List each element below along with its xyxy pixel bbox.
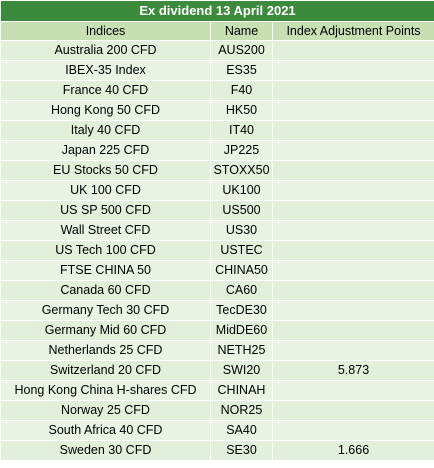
cell-points: 1.666: [272, 440, 434, 461]
cell-name: STOXX50: [210, 160, 273, 181]
column-header-indices: Indices: [0, 21, 211, 41]
cell-points: [272, 40, 434, 61]
table-row: South Africa 40 CFD SA40: [0, 420, 434, 441]
cell-index: Italy 40 CFD: [0, 120, 211, 141]
cell-index: Hong Kong China H-shares CFD: [0, 380, 211, 401]
cell-points: [272, 80, 434, 101]
cell-index: France 40 CFD: [0, 80, 211, 101]
table-row: Germany Mid 60 CFD MidDE60: [0, 320, 434, 341]
cell-name: NOR25: [210, 400, 273, 421]
cell-index: US Tech 100 CFD: [0, 240, 211, 261]
cell-name: NETH25: [210, 340, 273, 361]
table-row: Australia 200 CFD AUS200: [0, 40, 434, 61]
cell-points: [272, 280, 434, 301]
table-body: Australia 200 CFD AUS200 IBEX-35 Index ES35…: [0, 40, 434, 461]
cell-index: FTSE CHINA 50: [0, 260, 211, 281]
cell-points: [272, 60, 434, 81]
cell-name: HK50: [210, 100, 273, 121]
cell-index: IBEX-35 Index: [0, 60, 211, 81]
cell-name: MidDE60: [210, 320, 273, 341]
table-row: France 40 CFD F40: [0, 80, 434, 101]
cell-points: 5.873: [272, 360, 434, 381]
cell-name: CHINAH: [210, 380, 273, 401]
table-row: Switzerland 20 CFD SWI20 5.873: [0, 360, 434, 381]
table-row: Wall Street CFD US30: [0, 220, 434, 241]
cell-index: Netherlands 25 CFD: [0, 340, 211, 361]
cell-index: Wall Street CFD: [0, 220, 211, 241]
cell-name: JP225: [210, 140, 273, 161]
cell-index: South Africa 40 CFD: [0, 420, 211, 441]
table-row: Germany Tech 30 CFD TecDE30: [0, 300, 434, 321]
table-row: Hong Kong 50 CFD HK50: [0, 100, 434, 121]
cell-index: US SP 500 CFD: [0, 200, 211, 221]
cell-index: Norway 25 CFD: [0, 400, 211, 421]
table-row: Norway 25 CFD NOR25: [0, 400, 434, 421]
table-row: US SP 500 CFD US500: [0, 200, 434, 221]
cell-name: SWI20: [210, 360, 273, 381]
cell-index: Australia 200 CFD: [0, 40, 211, 61]
cell-name: AUS200: [210, 40, 273, 61]
cell-index: Japan 225 CFD: [0, 140, 211, 161]
table-row: Japan 225 CFD JP225: [0, 140, 434, 161]
cell-name: USTEC: [210, 240, 273, 261]
cell-index: EU Stocks 50 CFD: [0, 160, 211, 181]
cell-points: [272, 140, 434, 161]
cell-points: [272, 200, 434, 221]
cell-points: [272, 120, 434, 141]
cell-name: CHINA50: [210, 260, 273, 281]
cell-index: Germany Mid 60 CFD: [0, 320, 211, 341]
cell-name: US500: [210, 200, 273, 221]
title-row: Ex dividend 13 April 2021: [0, 0, 434, 22]
cell-points: [272, 260, 434, 281]
table-row: Canada 60 CFD CA60: [0, 280, 434, 301]
cell-points: [272, 420, 434, 441]
column-header-name: Name: [210, 21, 273, 41]
cell-index: UK 100 CFD: [0, 180, 211, 201]
cell-name: SE30: [210, 440, 273, 461]
cell-points: [272, 240, 434, 261]
table-row: Hong Kong China H-shares CFD CHINAH: [0, 380, 434, 401]
table-title: Ex dividend 13 April 2021: [0, 0, 434, 22]
table-row: Netherlands 25 CFD NETH25: [0, 340, 434, 361]
cell-index: Germany Tech 30 CFD: [0, 300, 211, 321]
cell-points: [272, 340, 434, 361]
table-row: Italy 40 CFD IT40: [0, 120, 434, 141]
header-row: Indices Name Index Adjustment Points: [0, 21, 434, 41]
cell-name: F40: [210, 80, 273, 101]
table-row: EU Stocks 50 CFD STOXX50: [0, 160, 434, 181]
cell-name: UK100: [210, 180, 273, 201]
column-header-points: Index Adjustment Points: [272, 21, 434, 41]
cell-name: TecDE30: [210, 300, 273, 321]
table-row: US Tech 100 CFD USTEC: [0, 240, 434, 261]
cell-points: [272, 220, 434, 241]
cell-points: [272, 100, 434, 121]
cell-points: [272, 320, 434, 341]
cell-name: SA40: [210, 420, 273, 441]
cell-index: Sweden 30 CFD: [0, 440, 211, 461]
cell-points: [272, 160, 434, 181]
cell-name: US30: [210, 220, 273, 241]
table-row: Sweden 30 CFD SE30 1.666: [0, 440, 434, 461]
table-row: FTSE CHINA 50 CHINA50: [0, 260, 434, 281]
cell-name: CA60: [210, 280, 273, 301]
cell-index: Hong Kong 50 CFD: [0, 100, 211, 121]
table-row: UK 100 CFD UK100: [0, 180, 434, 201]
cell-index: Switzerland 20 CFD: [0, 360, 211, 381]
cell-name: IT40: [210, 120, 273, 141]
cell-points: [272, 380, 434, 401]
cell-points: [272, 300, 434, 321]
cell-index: Canada 60 CFD: [0, 280, 211, 301]
table-row: IBEX-35 Index ES35: [0, 60, 434, 81]
cell-name: ES35: [210, 60, 273, 81]
cell-points: [272, 180, 434, 201]
cell-points: [272, 400, 434, 421]
